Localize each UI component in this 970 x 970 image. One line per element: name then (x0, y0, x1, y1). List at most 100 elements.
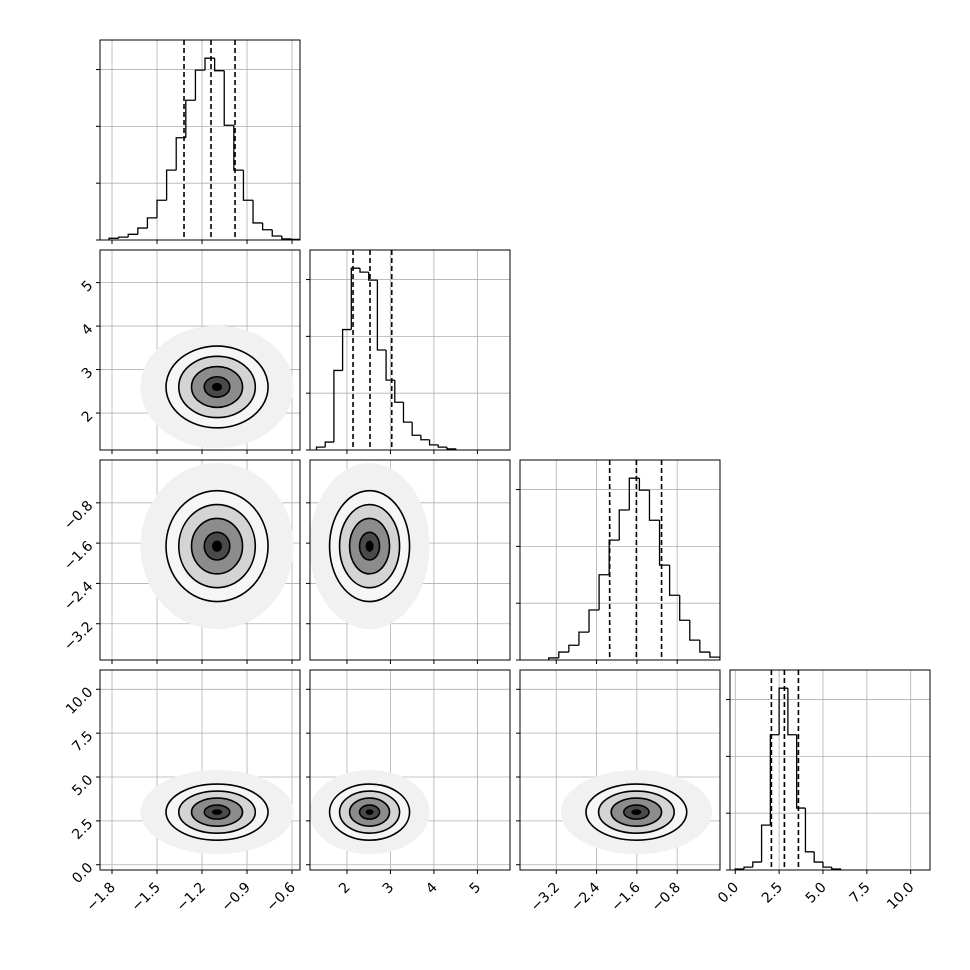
x-tick-label: 10.0 (884, 880, 917, 913)
histogram-bin (752, 861, 762, 868)
y-tick-label: 5 (79, 278, 97, 296)
histogram-bin (376, 280, 387, 351)
histogram-bin (578, 631, 590, 646)
histogram-bin (668, 565, 680, 596)
histogram-bin (760, 824, 771, 863)
histogram-bin (165, 169, 177, 201)
panel (520, 670, 720, 870)
histogram-bin (204, 57, 215, 71)
x-tick-label: 0.0 (715, 880, 742, 907)
histogram-bin (233, 125, 244, 171)
histogram-bin (648, 490, 660, 521)
density-contour (211, 809, 223, 815)
x-tick-label: −3.2 (528, 880, 563, 915)
histogram-bin (787, 688, 797, 736)
histogram-bin (156, 199, 167, 218)
histogram-bin (420, 435, 430, 441)
panel-border (519, 669, 721, 871)
x-tick-label: 5.0 (803, 880, 830, 907)
histogram-bin (709, 652, 720, 660)
histogram-bin (822, 862, 832, 868)
panel-border (99, 459, 301, 661)
panel-border (309, 249, 511, 451)
x-tick-label: −0.6 (264, 879, 299, 914)
histogram-bin (446, 447, 457, 450)
y-tick-label: 5.0 (69, 772, 96, 799)
histogram-bin (411, 422, 421, 436)
histogram-bin (558, 651, 569, 658)
histogram-bin (108, 237, 119, 240)
histogram-bin (628, 477, 640, 510)
histogram-bin (598, 574, 610, 610)
panel-border (519, 459, 721, 661)
x-tick-label: 2.5 (759, 880, 786, 907)
histogram-bin (402, 402, 413, 423)
histogram-bin (679, 595, 690, 621)
panel-border (99, 39, 301, 241)
x-tick-label: −0.8 (649, 880, 684, 915)
panel (310, 670, 510, 870)
panel (100, 670, 300, 870)
panel (100, 40, 300, 240)
histogram-bin (368, 272, 378, 281)
x-tick-label: 7.5 (847, 880, 874, 907)
density-contour (365, 540, 374, 552)
density-contour (211, 382, 223, 392)
histogram-bin (608, 539, 620, 575)
histogram-bin (341, 328, 352, 371)
x-tick-label: 3 (380, 880, 398, 898)
histogram-bin (146, 217, 158, 229)
histogram-bin (689, 620, 700, 641)
x-tick-label: 2 (336, 880, 354, 898)
histogram-bin (194, 69, 206, 101)
y-tick-label: −1.6 (61, 538, 96, 573)
histogram-bin (568, 644, 579, 653)
x-tick-label: −1.8 (83, 880, 118, 915)
histogram-bin (699, 640, 710, 653)
histogram-bin (769, 734, 780, 826)
histogram-bin (213, 58, 225, 72)
x-tick-label: 4 (423, 879, 441, 897)
histogram-bin (333, 369, 343, 443)
histogram-bin (185, 99, 196, 138)
density-contour (211, 540, 223, 552)
panel (100, 250, 300, 450)
y-tick-label: 10.0 (63, 684, 96, 717)
histogram-bin (359, 268, 369, 273)
histogram-bin (127, 233, 138, 238)
histogram-bin (428, 439, 439, 446)
histogram-bin (350, 267, 360, 330)
panel (310, 460, 510, 660)
histogram-bin (437, 444, 447, 448)
histogram-bin (137, 227, 148, 235)
histogram-bin (831, 867, 842, 870)
histogram-bin (242, 170, 254, 201)
y-tick-label: 4 (79, 321, 97, 339)
histogram-bin (588, 609, 600, 633)
histogram-bin (271, 229, 282, 237)
y-tick-label: 3 (79, 365, 97, 383)
panel-border (99, 669, 301, 871)
histogram-bin (638, 478, 650, 491)
histogram-bin (743, 866, 753, 869)
density-contour (365, 809, 374, 815)
histogram-bin (175, 137, 186, 171)
y-tick-label: −2.4 (61, 578, 96, 613)
panel (310, 250, 510, 450)
histogram-bin (394, 380, 404, 403)
panel (730, 670, 930, 870)
histogram-bin (804, 808, 815, 853)
histogram-bin (796, 734, 806, 809)
panel (100, 460, 300, 660)
y-tick-label: 2 (79, 408, 97, 426)
histogram-bin (261, 222, 273, 231)
histogram-bin (117, 236, 129, 239)
x-tick-label: 5 (467, 880, 485, 898)
panel-border (99, 249, 301, 451)
x-tick-label: −1.2 (173, 880, 208, 915)
histogram-bin (315, 446, 326, 450)
y-tick-label: −0.8 (61, 498, 96, 533)
histogram-bin (223, 70, 234, 126)
panel-border (309, 669, 511, 871)
